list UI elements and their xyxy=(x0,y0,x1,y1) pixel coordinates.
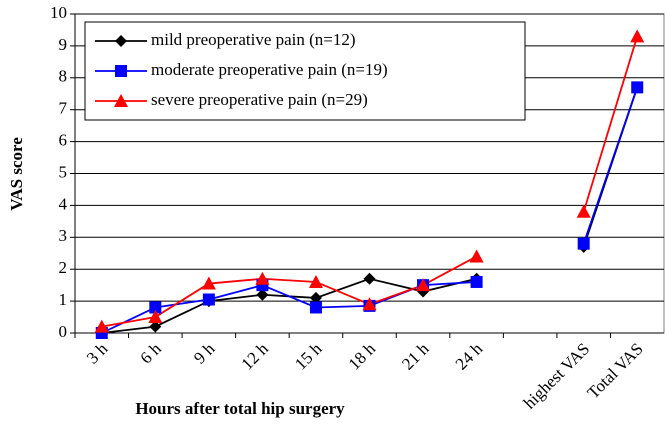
legend-label: mild preoperative pain (n=12) xyxy=(151,30,356,49)
marker xyxy=(149,301,162,314)
y-tick-label: 7 xyxy=(59,99,68,118)
x-tick-label: 18 h xyxy=(345,339,380,374)
marker xyxy=(201,276,216,290)
marker xyxy=(255,271,270,285)
marker xyxy=(576,204,591,218)
marker xyxy=(309,301,322,314)
marker xyxy=(202,293,215,306)
marker xyxy=(94,319,109,333)
x-tick-label: 9 h xyxy=(190,339,219,368)
y-tick-label: 8 xyxy=(59,67,68,86)
marker xyxy=(631,81,644,94)
y-tick-label: 6 xyxy=(59,131,68,150)
x-tick-label: 6 h xyxy=(136,339,165,368)
x-tick-label: 3 h xyxy=(83,339,112,368)
marker xyxy=(577,237,590,250)
marker xyxy=(115,65,127,77)
marker xyxy=(148,310,163,324)
series-line xyxy=(101,87,639,334)
x-tick-label: 15 h xyxy=(291,339,326,374)
y-tick-label: 3 xyxy=(59,226,68,245)
series-line xyxy=(101,36,639,328)
y-tick-label: 9 xyxy=(59,35,68,54)
marker xyxy=(256,288,269,301)
y-tick-label: 1 xyxy=(59,290,68,309)
legend-box xyxy=(84,21,526,121)
y-axis-label: VAS score xyxy=(7,137,26,211)
marker xyxy=(362,297,377,311)
y-tick-label: 5 xyxy=(59,162,68,181)
y-tick-label: 2 xyxy=(59,258,68,277)
marker xyxy=(149,320,162,333)
legend-label: moderate preoperative pain (n=19) xyxy=(151,60,388,79)
x-tick-label: highest VAS xyxy=(520,339,593,412)
marker xyxy=(115,35,127,47)
marker xyxy=(114,94,128,107)
series-line xyxy=(101,87,639,334)
x-tick-label: 24 h xyxy=(452,339,487,374)
y-tick-label: 4 xyxy=(59,194,68,213)
x-tick-label: Total VAS xyxy=(584,339,647,402)
marker xyxy=(308,274,323,288)
legend-label: severe preoperative pain (n=29) xyxy=(151,90,368,109)
marker xyxy=(470,275,483,288)
x-tick-label: 21 h xyxy=(398,339,433,374)
marker xyxy=(363,272,376,285)
y-tick-label: 0 xyxy=(59,322,68,341)
x-tick-label: 12 h xyxy=(238,339,273,374)
marker xyxy=(469,249,484,263)
y-tick-label: 10 xyxy=(50,3,67,22)
marker xyxy=(416,278,431,292)
marker xyxy=(630,29,645,43)
x-axis-label: Hours after total hip surgery xyxy=(135,399,345,418)
marker xyxy=(309,291,322,304)
